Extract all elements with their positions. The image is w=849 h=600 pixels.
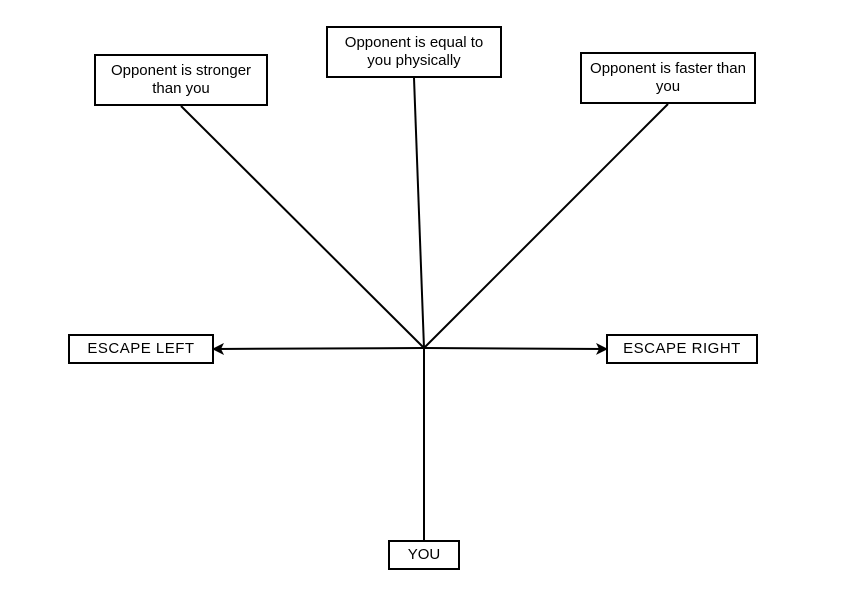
diagram-stage: Opponent is stronger than you Opponent i… [0, 0, 849, 600]
node-escape-left: ESCAPE LEFT [68, 334, 214, 364]
node-opponent-stronger: Opponent is stronger than you [94, 54, 268, 106]
node-opponent-faster: Opponent is faster than you [580, 52, 756, 104]
node-label: ESCAPE LEFT [87, 340, 194, 358]
node-escape-right: ESCAPE RIGHT [606, 334, 758, 364]
node-label: ESCAPE RIGHT [623, 340, 741, 358]
node-label: Opponent is equal to you physically [334, 34, 494, 70]
node-opponent-equal: Opponent is equal to you physically [326, 26, 502, 78]
node-you: YOU [388, 540, 460, 570]
node-label: Opponent is stronger than you [102, 62, 260, 98]
node-label: YOU [408, 546, 441, 564]
node-label: Opponent is faster than you [588, 60, 748, 96]
